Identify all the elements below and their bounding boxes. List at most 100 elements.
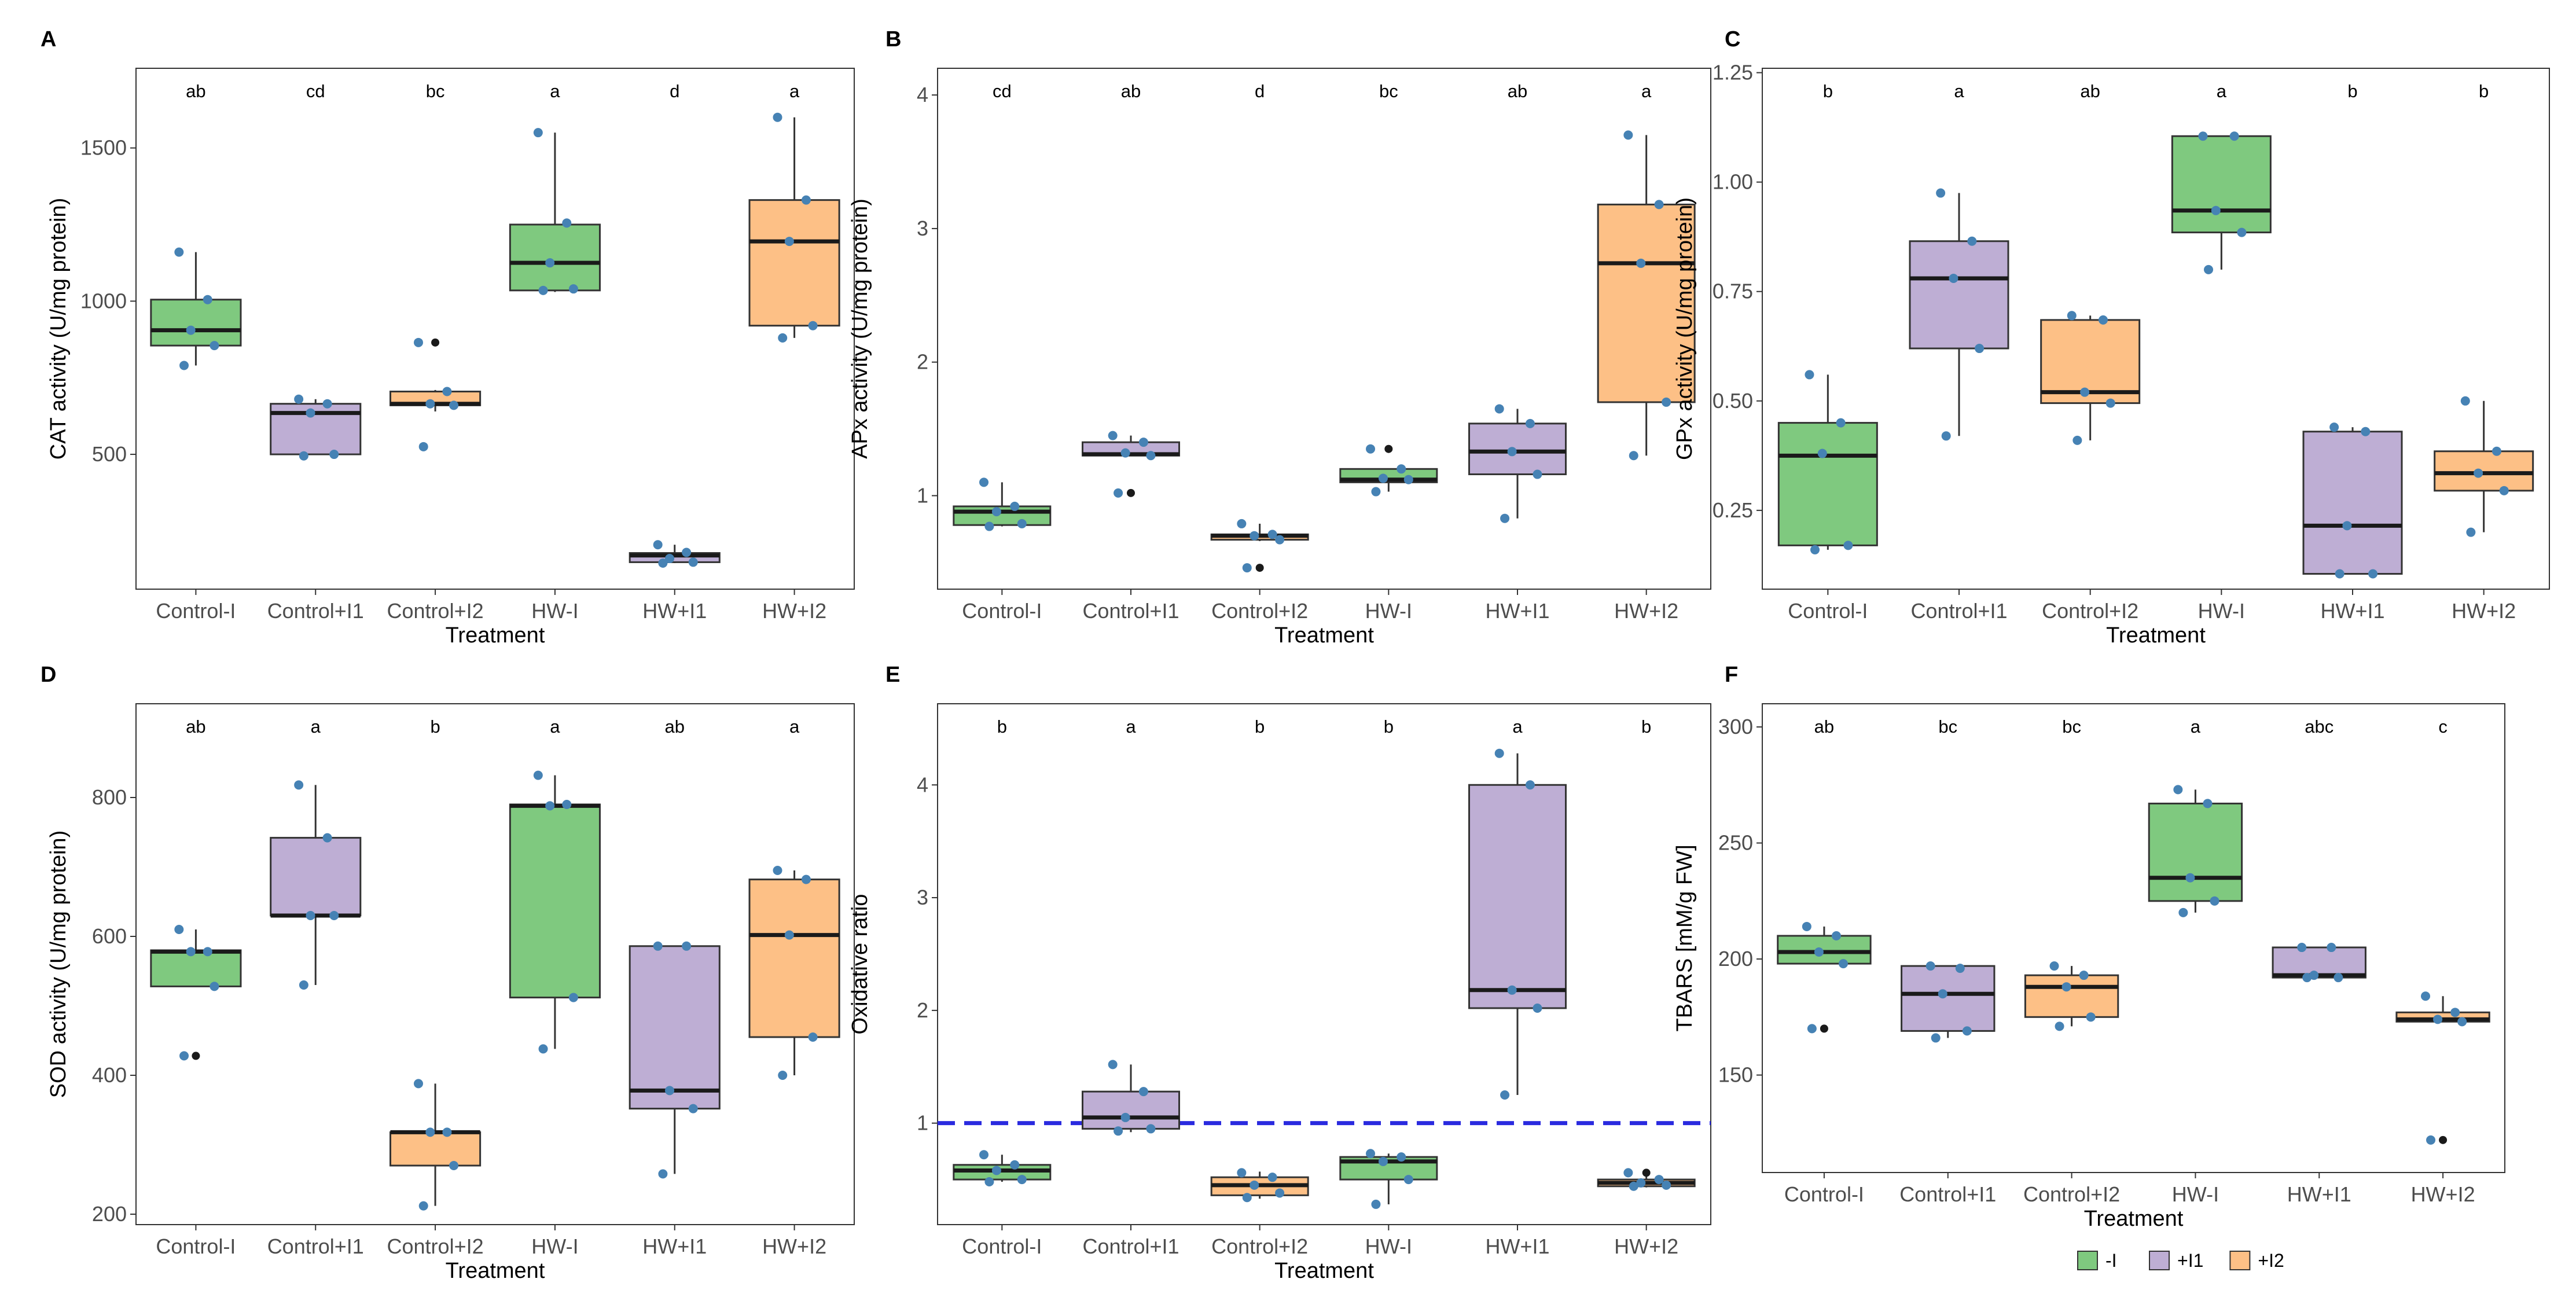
data-point bbox=[1366, 1149, 1376, 1159]
iqr-box bbox=[629, 945, 721, 1110]
data-point bbox=[1146, 1124, 1156, 1134]
significance-letter: a bbox=[1954, 81, 1964, 101]
iqr-box bbox=[748, 199, 840, 327]
data-point bbox=[1810, 545, 1820, 554]
data-point bbox=[186, 325, 196, 335]
data-point bbox=[1662, 1180, 1671, 1190]
data-point bbox=[688, 1104, 698, 1113]
data-point bbox=[1378, 1156, 1388, 1166]
data-point bbox=[801, 195, 811, 205]
data-point bbox=[1807, 1024, 1817, 1034]
data-point bbox=[294, 394, 304, 404]
significance-letter: b bbox=[2479, 81, 2489, 101]
data-point bbox=[449, 1161, 459, 1170]
y-tick-label: 500 bbox=[92, 442, 127, 466]
y-axis-title: TBARS [mM/g FW] bbox=[1673, 845, 1697, 1032]
data-point bbox=[568, 993, 578, 1002]
x-tick-label: Control+I2 bbox=[1211, 599, 1308, 623]
panel-letter: B bbox=[885, 27, 901, 52]
data-point bbox=[538, 285, 548, 295]
data-point bbox=[1831, 931, 1841, 940]
box-hw-i2 bbox=[1597, 135, 1696, 456]
data-point bbox=[2178, 907, 2188, 917]
x-axis-title: Treatment bbox=[2084, 1207, 2184, 1231]
y-tick-label: 1.25 bbox=[1713, 61, 1753, 84]
data-point bbox=[2061, 982, 2071, 992]
box-control-i1 bbox=[1082, 1064, 1180, 1133]
significance-letter: bc bbox=[2062, 716, 2081, 737]
iqr-box bbox=[509, 223, 601, 292]
outlier-point bbox=[431, 338, 440, 347]
significance-letter: bc bbox=[1379, 81, 1398, 101]
panel-letter: D bbox=[41, 663, 56, 687]
data-point bbox=[2492, 446, 2501, 456]
box-control-i2 bbox=[2024, 966, 2119, 1027]
significance-letter: ab bbox=[1508, 81, 1527, 101]
significance-letter: b bbox=[1255, 716, 1265, 737]
significance-letter: b bbox=[997, 716, 1007, 737]
box-hw-i1 bbox=[1468, 409, 1567, 519]
data-point bbox=[210, 341, 219, 351]
data-point bbox=[2198, 131, 2208, 141]
data-point bbox=[1237, 519, 1247, 528]
iqr-box bbox=[953, 505, 1052, 526]
data-point bbox=[1975, 344, 1985, 354]
outlier-point bbox=[192, 1052, 200, 1060]
iqr-box bbox=[2024, 974, 2119, 1018]
data-point bbox=[2309, 971, 2319, 980]
significance-letter: ab bbox=[2080, 81, 2100, 101]
x-tick-label: Control+I2 bbox=[1211, 1234, 1308, 1258]
significance-letter: d bbox=[670, 81, 679, 101]
box-hw-i2 bbox=[1597, 1168, 1696, 1188]
legend: -I +I1 +I2 bbox=[2077, 1250, 2284, 1271]
significance-letter: abc bbox=[2305, 716, 2334, 737]
y-tick-label: 400 bbox=[92, 1063, 127, 1087]
x-tick-label: HW-I bbox=[1365, 1234, 1412, 1258]
data-point bbox=[186, 947, 196, 957]
data-point bbox=[1533, 1003, 1542, 1013]
data-point bbox=[984, 1177, 994, 1186]
box-control-i bbox=[953, 1155, 1052, 1182]
box-control-i1 bbox=[1909, 193, 2009, 436]
significance-letter: b bbox=[1384, 716, 1394, 737]
box-control-i1 bbox=[1901, 965, 1996, 1038]
box-control-i bbox=[1777, 926, 1872, 1033]
data-point bbox=[1623, 130, 1633, 140]
data-point bbox=[562, 218, 572, 228]
data-point bbox=[2080, 387, 2090, 397]
y-tick-label: 150 bbox=[1718, 1063, 1753, 1087]
box-hw-i1 bbox=[2302, 427, 2403, 575]
plot-border bbox=[937, 703, 1711, 1225]
y-axis-title: APx activity (U/mg protein) bbox=[848, 199, 872, 459]
data-point bbox=[533, 770, 543, 780]
data-point bbox=[442, 387, 452, 396]
iqr-box bbox=[2434, 450, 2534, 492]
box-control-i2 bbox=[389, 1083, 482, 1206]
iqr-box bbox=[2171, 135, 2272, 234]
data-point bbox=[1662, 397, 1671, 407]
significance-letter: a bbox=[550, 716, 560, 737]
x-axis-title: Treatment bbox=[446, 1259, 545, 1283]
iqr-box bbox=[1909, 240, 2009, 350]
legend-item: -I bbox=[2077, 1250, 2117, 1271]
data-point bbox=[2105, 398, 2115, 408]
data-point bbox=[1275, 1188, 1285, 1198]
data-point bbox=[1805, 370, 1814, 380]
data-point bbox=[413, 337, 423, 347]
box-hw-i2 bbox=[2395, 996, 2490, 1144]
iqr-box bbox=[150, 949, 242, 987]
iqr-box bbox=[509, 803, 601, 999]
data-point bbox=[2173, 785, 2183, 795]
x-tick-label: Control-I bbox=[1784, 1182, 1864, 1206]
data-point bbox=[1138, 438, 1148, 447]
data-point bbox=[568, 284, 578, 294]
data-point bbox=[2335, 569, 2345, 579]
y-axis-title: Oxidative ratio bbox=[848, 894, 872, 1035]
data-point bbox=[1138, 1087, 1148, 1097]
plot-border bbox=[1762, 68, 2550, 590]
outlier-point bbox=[2439, 1135, 2448, 1144]
significance-letter: ab bbox=[1814, 716, 1834, 737]
data-point bbox=[1836, 418, 1846, 428]
data-point bbox=[784, 237, 794, 247]
box-hw-i1 bbox=[629, 545, 721, 563]
